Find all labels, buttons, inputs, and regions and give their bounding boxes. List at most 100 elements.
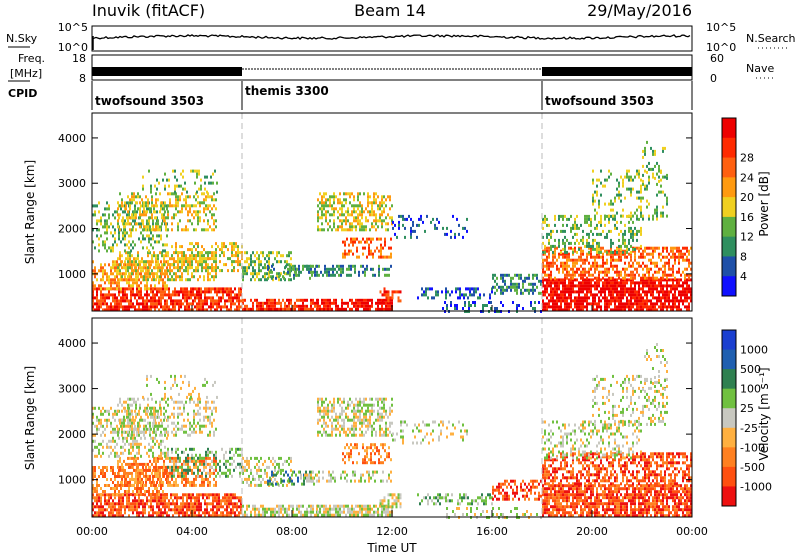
data-cell bbox=[437, 293, 439, 296]
data-cell bbox=[359, 213, 361, 216]
data-cell bbox=[286, 305, 288, 308]
data-cell bbox=[341, 222, 343, 225]
data-cell bbox=[185, 204, 187, 207]
data-cell bbox=[204, 302, 206, 305]
data-cell bbox=[102, 299, 104, 302]
nsky-panel: N.Sky 10^5 10^0 10^5 10^0 N.Search bbox=[6, 21, 796, 54]
data-cell bbox=[355, 302, 357, 305]
data-cell bbox=[610, 302, 612, 305]
data-cell bbox=[592, 233, 594, 236]
data-cell bbox=[156, 293, 158, 296]
data-cell bbox=[121, 204, 123, 207]
data-cell bbox=[586, 221, 588, 224]
data-cell bbox=[147, 260, 149, 263]
data-cell bbox=[236, 505, 238, 508]
data-cell bbox=[598, 296, 600, 299]
data-cell bbox=[576, 251, 578, 254]
data-cell bbox=[157, 222, 159, 225]
data-cell bbox=[606, 274, 608, 277]
data-cell bbox=[106, 493, 108, 496]
data-cell bbox=[626, 302, 628, 305]
data-cell bbox=[94, 499, 96, 502]
data-cell bbox=[514, 283, 516, 286]
data-cell bbox=[582, 287, 584, 290]
data-cell bbox=[232, 508, 234, 511]
data-cell bbox=[672, 278, 674, 281]
data-cell bbox=[560, 293, 562, 296]
data-cell bbox=[181, 192, 183, 195]
data-cell bbox=[149, 225, 151, 228]
data-cell bbox=[114, 266, 116, 269]
data-cell bbox=[622, 236, 624, 239]
data-cell bbox=[620, 200, 622, 203]
data-cell bbox=[112, 487, 114, 490]
data-cell bbox=[494, 280, 496, 283]
data-cell bbox=[578, 296, 580, 299]
data-cell bbox=[572, 268, 574, 271]
data-cell bbox=[337, 305, 339, 308]
data-cell bbox=[158, 281, 160, 284]
data-cell bbox=[194, 170, 196, 173]
data-cell bbox=[110, 278, 112, 281]
data-cell bbox=[321, 201, 323, 204]
data-cell bbox=[584, 221, 586, 224]
data-cell bbox=[134, 305, 136, 308]
data-cell bbox=[351, 299, 353, 302]
data-cell bbox=[582, 268, 584, 271]
data-cell bbox=[229, 242, 231, 245]
data-cell bbox=[126, 493, 128, 496]
data-cell bbox=[580, 284, 582, 287]
data-cell bbox=[636, 271, 638, 274]
data-cell bbox=[183, 204, 185, 207]
data-cell bbox=[596, 245, 598, 248]
data-cell bbox=[124, 260, 126, 263]
data-cell bbox=[119, 278, 121, 281]
data-cell bbox=[608, 221, 610, 224]
data-cell bbox=[143, 278, 145, 281]
data-cell bbox=[588, 302, 590, 305]
data-cell bbox=[128, 278, 130, 281]
data-cell bbox=[616, 227, 618, 230]
data-cell bbox=[147, 204, 149, 207]
data-cell bbox=[652, 287, 654, 290]
data-cell bbox=[532, 283, 534, 286]
data-cell bbox=[640, 305, 642, 308]
data-cell bbox=[608, 250, 610, 253]
data-cell bbox=[198, 287, 200, 290]
data-cell bbox=[106, 484, 108, 487]
data-cell bbox=[662, 271, 664, 274]
data-cell bbox=[123, 228, 125, 231]
data-cell bbox=[578, 287, 580, 290]
data-cell bbox=[119, 257, 121, 260]
data-cell bbox=[119, 469, 121, 472]
data-cell bbox=[157, 269, 159, 272]
data-cell bbox=[198, 493, 200, 496]
data-cell bbox=[112, 243, 114, 246]
data-cell bbox=[118, 502, 120, 505]
data-cell bbox=[110, 487, 112, 490]
data-cell bbox=[166, 302, 168, 305]
data-cell bbox=[181, 207, 183, 210]
data-cell bbox=[644, 256, 646, 259]
data-cell bbox=[604, 274, 606, 277]
data-cell bbox=[222, 511, 224, 514]
data-cell bbox=[108, 493, 110, 496]
data-cell bbox=[208, 502, 210, 505]
data-cell bbox=[112, 293, 114, 296]
data-cell bbox=[380, 250, 382, 253]
data-cell bbox=[375, 228, 377, 231]
data-cell bbox=[628, 170, 630, 173]
data-cell bbox=[570, 230, 572, 233]
data-cell bbox=[610, 293, 612, 296]
data-cell bbox=[120, 499, 122, 502]
data-cell bbox=[339, 308, 341, 311]
data-cell bbox=[184, 182, 186, 185]
data-cell bbox=[160, 496, 162, 499]
data-cell bbox=[330, 274, 332, 277]
data-cell bbox=[201, 263, 203, 266]
data-cell bbox=[161, 269, 163, 272]
data-cell bbox=[161, 222, 163, 225]
data-cell bbox=[228, 496, 230, 499]
data-cell bbox=[648, 277, 650, 280]
data-cell bbox=[280, 278, 282, 281]
